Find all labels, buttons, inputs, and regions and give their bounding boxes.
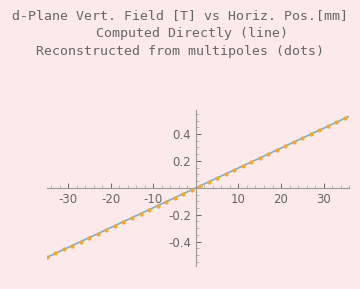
Point: [316, 128, 322, 132]
Point: [248, 160, 254, 164]
Point: [61, 247, 67, 252]
Point: [112, 223, 118, 228]
Point: [172, 195, 177, 200]
Point: [214, 176, 220, 180]
Point: [163, 199, 169, 204]
Point: [69, 243, 75, 248]
Point: [240, 164, 246, 168]
Point: [274, 148, 280, 152]
Point: [334, 120, 339, 125]
Point: [86, 235, 92, 240]
Point: [197, 184, 203, 188]
Point: [146, 208, 152, 212]
Point: [155, 203, 161, 208]
Point: [180, 192, 186, 196]
Point: [78, 239, 84, 244]
Point: [265, 152, 271, 156]
Point: [189, 188, 194, 192]
Point: [300, 136, 305, 140]
Point: [121, 219, 126, 224]
Point: [129, 215, 135, 220]
Point: [223, 172, 229, 176]
Point: [53, 251, 58, 256]
Point: [231, 168, 237, 172]
Point: [95, 231, 101, 236]
Point: [44, 255, 50, 260]
Point: [291, 140, 297, 144]
Point: [257, 156, 263, 160]
Point: [138, 211, 143, 216]
Point: [325, 124, 331, 129]
Text: d-Plane Vert. Field [T] vs Horiz. Pos.[mm]
   Computed Directly (line)
Reconstru: d-Plane Vert. Field [T] vs Horiz. Pos.[m…: [12, 9, 348, 58]
Point: [308, 132, 314, 136]
Point: [206, 179, 212, 184]
Point: [342, 116, 348, 121]
Point: [104, 227, 109, 232]
Point: [283, 144, 288, 149]
